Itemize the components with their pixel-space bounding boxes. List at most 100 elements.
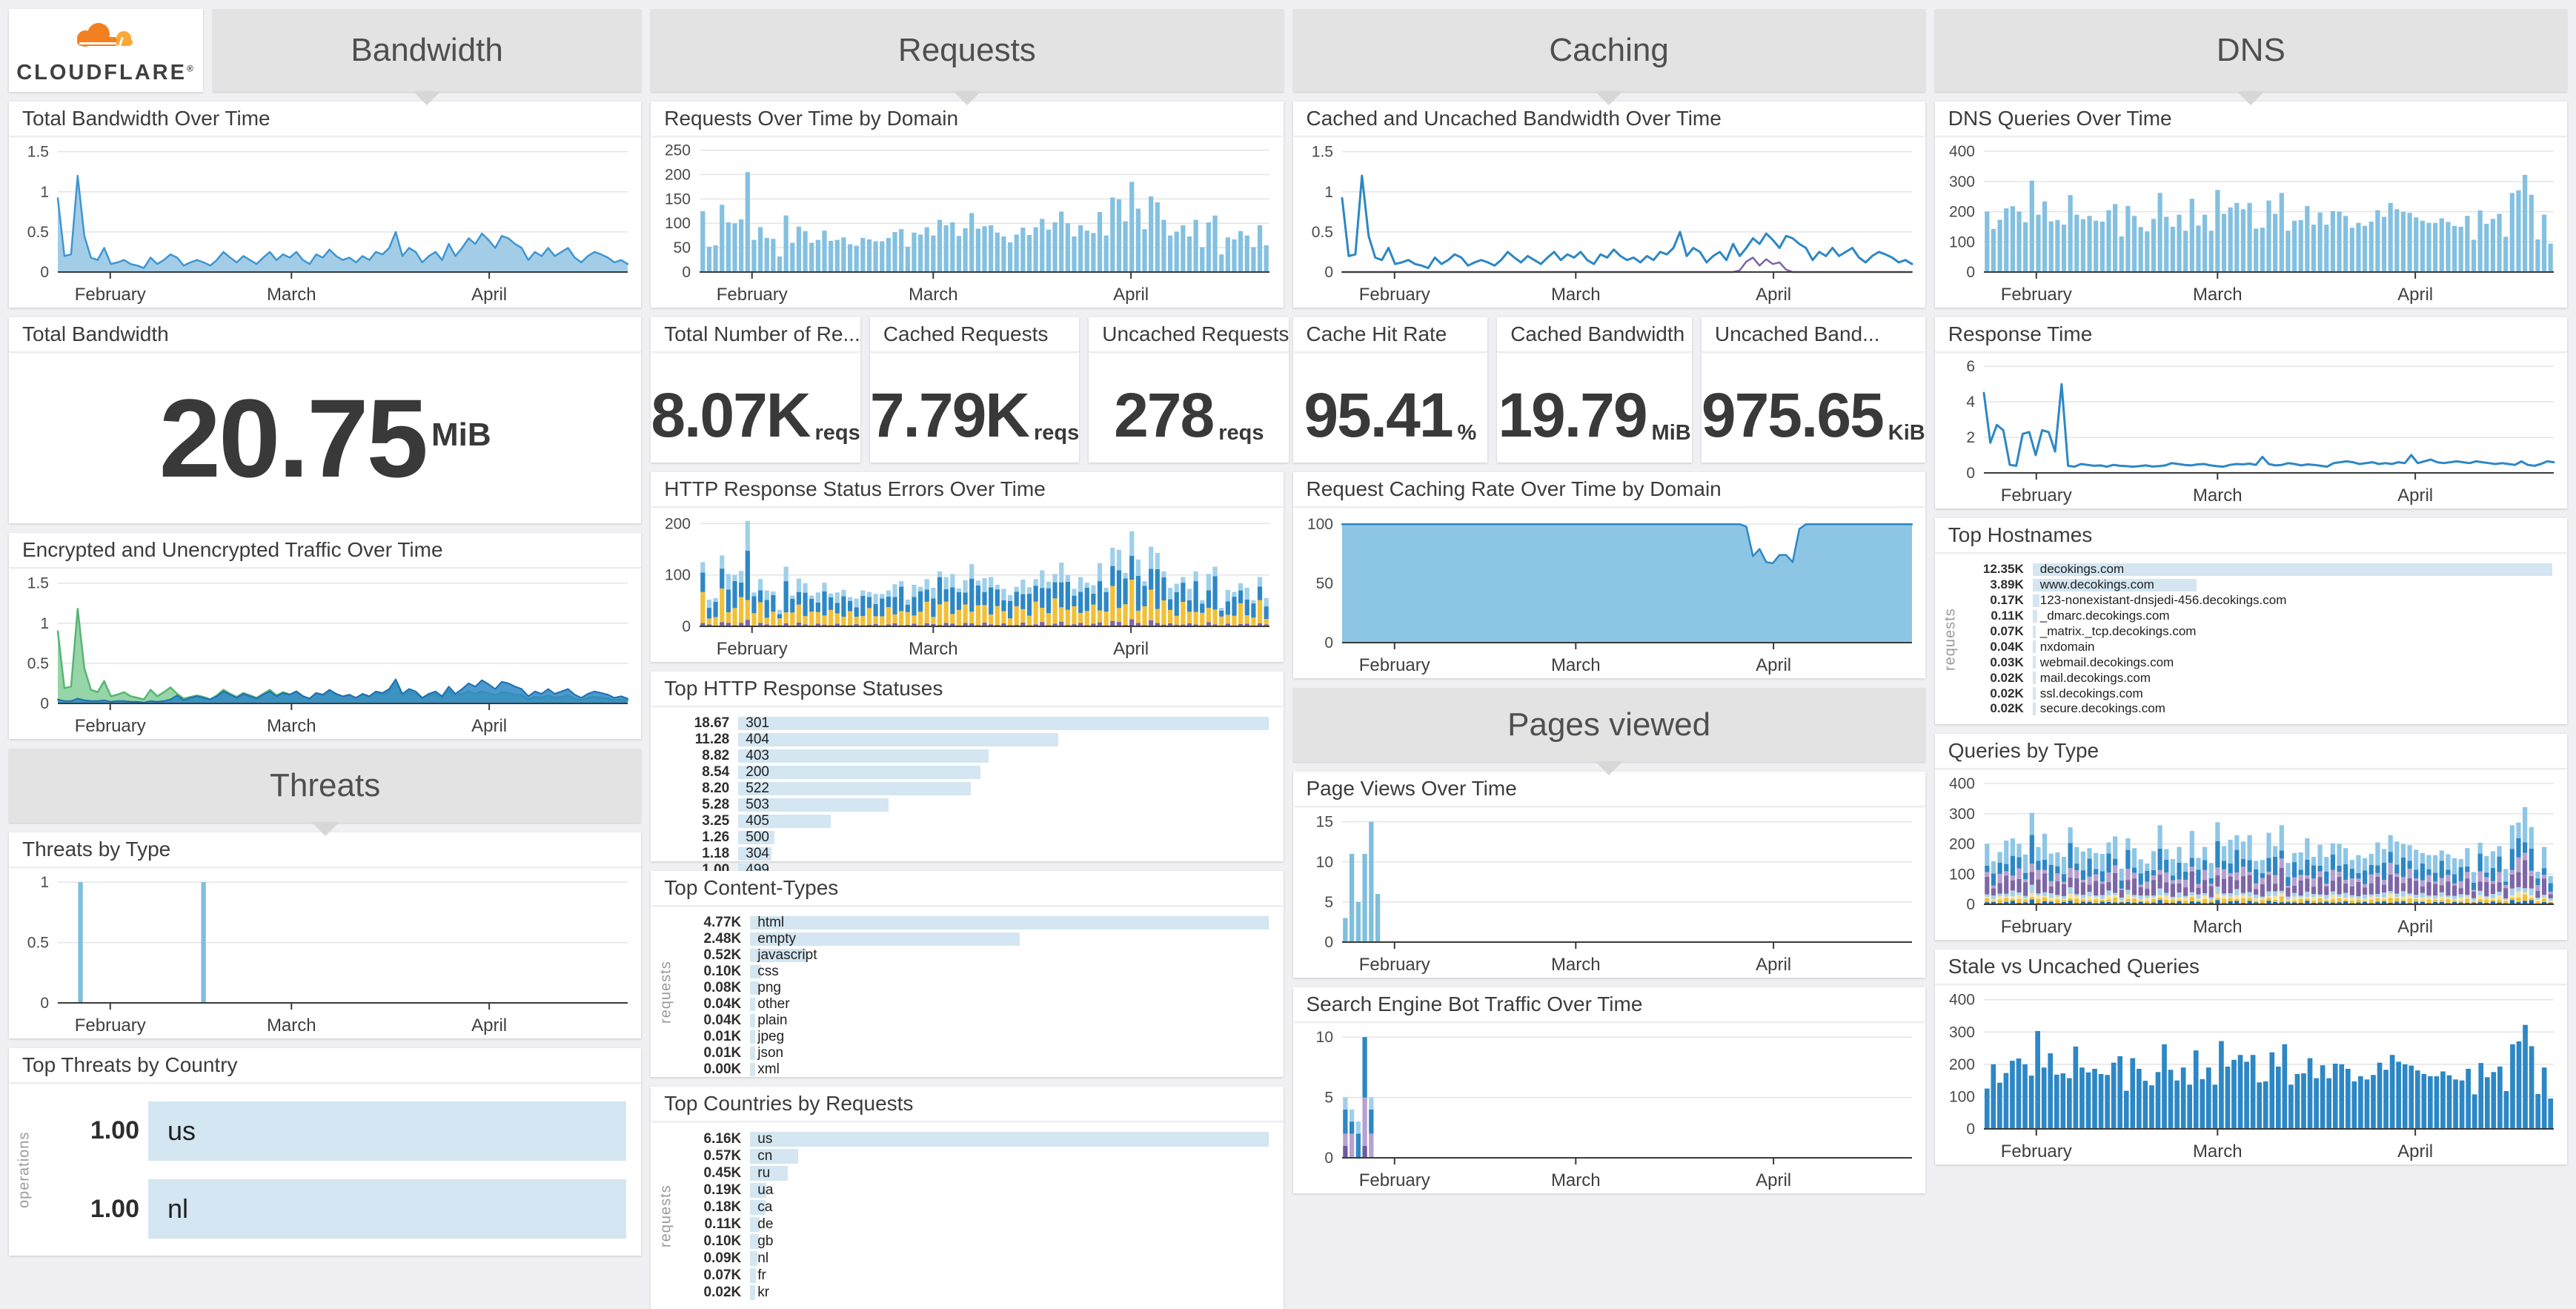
- list-item[interactable]: 0.18K ca: [677, 1199, 1268, 1216]
- list-item[interactable]: 0.11K _dmarc.decokings.com: [1962, 609, 2552, 623]
- list-item[interactable]: 1.00 nl: [36, 1179, 627, 1239]
- list-item[interactable]: 11.28 404: [655, 732, 1268, 748]
- list-item[interactable]: 0.52K javascript: [677, 947, 1268, 964]
- svg-text:March: March: [1550, 1170, 1600, 1190]
- item-value: 1.00: [90, 1116, 139, 1145]
- item-label: _matrix._tcp.decokings.com: [2039, 624, 2197, 638]
- list-item[interactable]: 0.02K kr: [677, 1285, 1268, 1301]
- chart-threats-by-type[interactable]: 0 0.5 1 February March April: [9, 867, 641, 1038]
- list-item[interactable]: 18.67 301: [655, 715, 1269, 732]
- list-item[interactable]: 0.04K plain: [677, 1013, 1268, 1029]
- panel-requests-over-time: Requests Over Time by Domain 0 50 100 150 20…: [651, 102, 1284, 308]
- list-item[interactable]: 0.07K _matrix._tcp.decokings.com: [1962, 624, 2552, 639]
- list-item[interactable]: 8.54 200: [655, 764, 1268, 781]
- chart-top-hostnames[interactable]: requests 12.35K decokings.com 3.89K www.deco…: [1935, 553, 2567, 724]
- item-label: webmail.decokings.com: [2039, 654, 2174, 669]
- list-item[interactable]: 0.45K ru: [677, 1165, 1268, 1182]
- item-bar: [750, 1030, 755, 1044]
- list-item[interactable]: 1.26 500: [655, 829, 1268, 846]
- svg-text:February: February: [1358, 655, 1430, 675]
- panel-title: Top Content-Types: [651, 871, 1284, 906]
- panel-title: Request Caching Rate Over Time by Domain: [1292, 472, 1925, 507]
- kpi-total-requests: Total Number of Re... 8.07K reqs: [651, 317, 860, 463]
- list-item[interactable]: 0.09K nl: [677, 1250, 1268, 1267]
- list-item[interactable]: 8.20 522: [655, 781, 1268, 797]
- top-row: CLOUDFLARE® Bandwidth: [9, 9, 642, 92]
- list-item[interactable]: 0.10K css: [677, 964, 1268, 980]
- svg-text:0.5: 0.5: [27, 655, 49, 672]
- y-axis-label: requests: [657, 961, 674, 1024]
- chart-queries-by-type[interactable]: 0 100 200 300 400 February March April: [1935, 769, 2567, 940]
- chart-http-response-status-errors[interactable]: 0 100 200 February March April: [651, 507, 1283, 662]
- svg-text:0: 0: [683, 264, 691, 281]
- chart-response-time[interactable]: 0 2 4 6 February March April: [1935, 352, 2567, 508]
- item-value: 3.25: [702, 813, 730, 829]
- item-value: 0.18K: [703, 1199, 742, 1215]
- svg-text:February: February: [717, 639, 788, 659]
- list-item[interactable]: 0.02K secure.decokings.com: [1962, 701, 2552, 716]
- item-value: 0.00K: [703, 1061, 742, 1077]
- chart-cached-uncached-bandwidth[interactable]: 0 0.5 1 1.5 February March April: [1293, 136, 1925, 308]
- item-label: decokings.com: [2039, 562, 2125, 577]
- item-bar-area: other: [750, 996, 1268, 1012]
- chart-top-content-types[interactable]: requests 4.77K html 2.48K empty 0.52K javascri…: [651, 906, 1283, 1077]
- item-bar-area: decokings.com: [2032, 562, 2552, 577]
- list-item[interactable]: 0.03K webmail.decokings.com: [1962, 655, 2552, 670]
- list-item[interactable]: 0.57K cn: [677, 1148, 1268, 1164]
- panel-dns-queries: DNS Queries Over Time 0 100 200 300 400 Febru…: [1934, 102, 2567, 308]
- list-item[interactable]: 6.16K us: [677, 1131, 1269, 1147]
- chart-encrypted-unencrypted-traffic[interactable]: 0 0.5 1 1.5 February March April: [9, 568, 641, 739]
- chart-search-engine-bot-traffic[interactable]: 0 5 10 February March April: [1293, 1022, 1925, 1193]
- list-item[interactable]: 3.25 405: [655, 813, 1268, 829]
- list-item[interactable]: 0.02K ssl.decokings.com: [1962, 686, 2552, 701]
- list-item[interactable]: 0.07K fr: [677, 1267, 1268, 1284]
- list-item[interactable]: 12.35K decokings.com: [1962, 562, 2552, 577]
- chart-page-views-over-time[interactable]: 0 5 10 15 February March April: [1293, 806, 1925, 978]
- total-bandwidth-value: 20.75 MiB: [159, 375, 491, 500]
- item-bar: [2032, 594, 2040, 607]
- column-requests: Requests Requests Over Time by Domain 0 5…: [651, 9, 1289, 1309]
- list-item[interactable]: 3.89K www.decokings.com: [1962, 577, 2552, 592]
- chart-top-countries-by-requests[interactable]: requests 6.16K us 0.57K cn 0.45K ru 0.19K ua 0.18…: [651, 1121, 1283, 1309]
- chart-stale-vs-uncached-queries[interactable]: 0 100 200 300 400 February March April: [1935, 984, 2567, 1164]
- item-bar-area: empty: [750, 931, 1268, 947]
- chart-dns-queries-over-time[interactable]: 0 100 200 300 400 February March April: [1935, 136, 2567, 308]
- svg-text:250: 250: [665, 142, 691, 159]
- svg-text:4: 4: [1966, 394, 1975, 411]
- svg-text:10: 10: [1315, 1029, 1332, 1046]
- list-item[interactable]: 0.04K nxdomain: [1962, 640, 2552, 654]
- item-bar: [2032, 702, 2036, 715]
- svg-text:0.5: 0.5: [1311, 224, 1332, 241]
- list-item[interactable]: 1.00 us: [36, 1101, 627, 1161]
- list-item[interactable]: 0.19K ua: [677, 1182, 1268, 1199]
- item-value: 0.04K: [703, 1013, 742, 1028]
- item-bar-area: xml: [750, 1061, 1268, 1077]
- list-item[interactable]: 0.17K 123-nonexistant-dnsjedi-456.decokin…: [1962, 593, 2552, 608]
- panel-title: Requests Over Time by Domain: [651, 102, 1284, 136]
- list-item[interactable]: 0.11K de: [677, 1216, 1268, 1233]
- item-bar-area: png: [750, 980, 1268, 995]
- chart-top-threats-by-country[interactable]: operations 1.00 us 1.00 nl: [9, 1083, 641, 1256]
- list-item[interactable]: 5.28 503: [655, 797, 1268, 813]
- list-item[interactable]: 0.00K xml: [677, 1061, 1268, 1078]
- item-bar-area: secure.decokings.com: [2032, 701, 2552, 715]
- svg-text:0: 0: [1966, 896, 1975, 913]
- list-item[interactable]: 0.10K gb: [677, 1233, 1268, 1250]
- kpi-title: Cached Requests: [869, 317, 1080, 352]
- svg-text:April: April: [2397, 917, 2433, 937]
- chart-requests-over-time-by-domain[interactable]: 0 50 100 150 200 250 February March April: [651, 136, 1283, 308]
- list-item[interactable]: 0.01K json: [677, 1045, 1268, 1061]
- list-item[interactable]: 0.04K other: [677, 996, 1268, 1013]
- chart-request-caching-rate[interactable]: 0 50 100 February March April: [1293, 507, 1925, 678]
- chart-top-http-response-statuses[interactable]: 18.67 301 11.28 404 8.82 403 8.54 200 8.20 522 5.2…: [651, 706, 1283, 878]
- list-item[interactable]: 0.08K png: [677, 980, 1268, 996]
- svg-text:400: 400: [1949, 143, 1975, 160]
- list-item[interactable]: 8.82 403: [655, 748, 1268, 764]
- list-item[interactable]: 0.02K mail.decokings.com: [1962, 671, 2552, 686]
- chart-total-bandwidth-over-time[interactable]: 0 0.5 1 1.5 February March April: [9, 136, 641, 308]
- item-bar-area: us: [750, 1131, 1269, 1147]
- list-item[interactable]: 4.77K html: [677, 915, 1269, 931]
- list-item[interactable]: 2.48K empty: [677, 931, 1268, 947]
- list-item[interactable]: 1.18 304: [655, 846, 1268, 862]
- list-item[interactable]: 0.01K jpeg: [677, 1029, 1268, 1045]
